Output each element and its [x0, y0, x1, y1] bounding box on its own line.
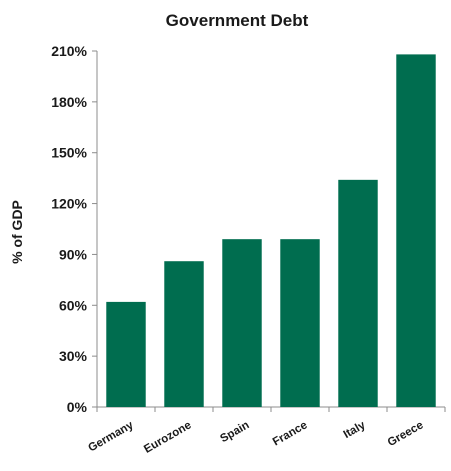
x-category-label: Italy — [342, 419, 368, 441]
x-category-label: Germany — [86, 419, 136, 455]
y-tick-label: 0% — [67, 399, 88, 415]
y-tick-label: 30% — [59, 348, 88, 364]
plot-area: 0% 30% 60% 90% 120% 150% 180% 210% Germany Eurozo… — [51, 43, 446, 456]
x-category-label: Greece — [386, 419, 426, 449]
y-tick-label: 150% — [51, 145, 87, 161]
y-tick-label: 180% — [51, 94, 87, 110]
bar-greece — [396, 54, 436, 408]
bar-germany — [106, 301, 146, 407]
y-axis-label: % of GDP — [9, 200, 25, 264]
y-tick-label: 90% — [59, 246, 88, 262]
y-tick-label: 210% — [51, 43, 87, 59]
x-category-label: Spain — [218, 419, 251, 445]
x-category-label: France — [271, 419, 310, 448]
x-category-label: Eurozone — [142, 419, 193, 456]
bar-france — [280, 239, 320, 407]
chart-title: Government Debt — [166, 11, 309, 30]
bar-spain — [222, 239, 262, 407]
y-tick-label: 120% — [51, 196, 87, 212]
y-tick-label: 60% — [59, 297, 88, 313]
bar-italy — [338, 179, 378, 407]
bar-eurozone — [164, 261, 204, 407]
